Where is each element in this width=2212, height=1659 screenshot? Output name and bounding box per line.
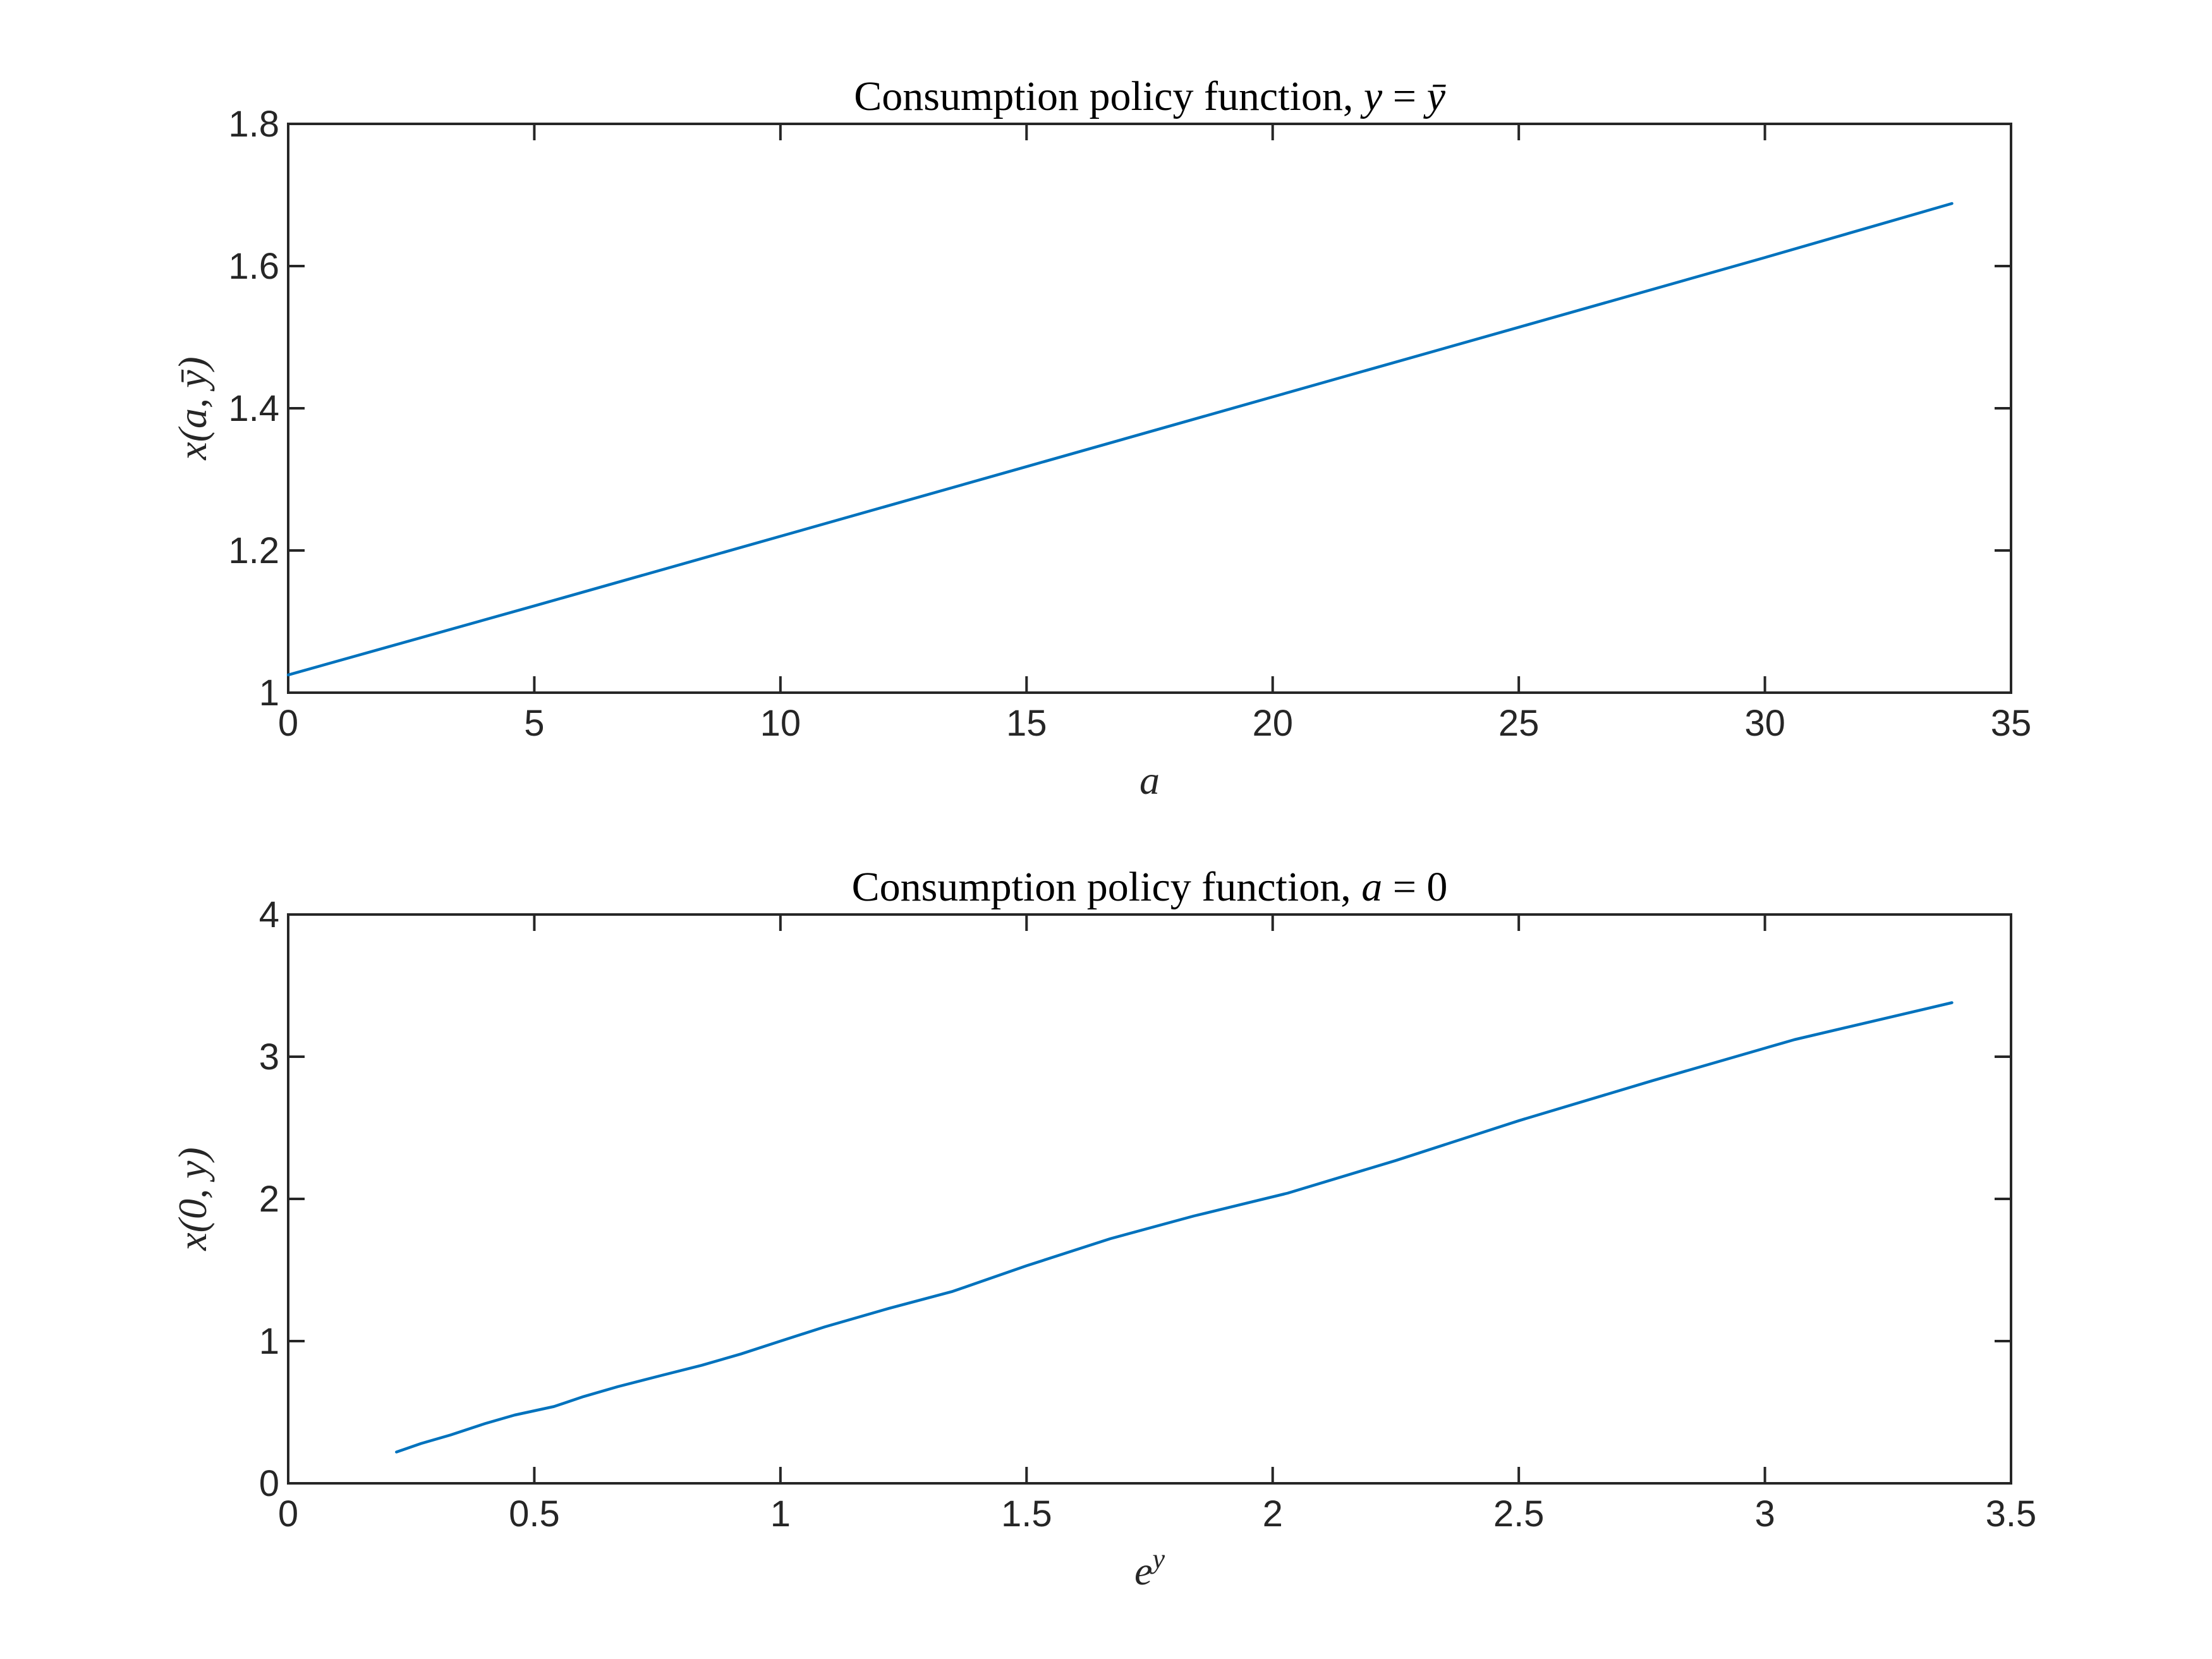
x-tick-label: 0.5 bbox=[509, 1493, 560, 1534]
series-line bbox=[286, 202, 1954, 677]
y-tick-label: 1.6 bbox=[228, 246, 279, 287]
x-tick-label: 0 bbox=[278, 1493, 298, 1534]
x-tick-label: 1.5 bbox=[1001, 1493, 1052, 1534]
x-tick-label: 3 bbox=[1754, 1493, 1775, 1534]
y-tick-label: 4 bbox=[259, 894, 279, 935]
series-line bbox=[395, 1001, 1954, 1454]
title-eq: = bbox=[1382, 73, 1426, 119]
title-eq: = 0 bbox=[1382, 864, 1447, 910]
y-tick-label: 2 bbox=[259, 1179, 279, 1220]
y-tick-label: 1 bbox=[259, 1321, 279, 1362]
x-axis-label: ey bbox=[1134, 1543, 1165, 1593]
y-axis-label: x(a, ȳ) bbox=[170, 356, 215, 460]
x-tick-label: 30 bbox=[1744, 703, 1785, 744]
axes-frame bbox=[287, 913, 2012, 1485]
title-prefix: Consumption policy function, bbox=[854, 73, 1364, 119]
x-label-exponent: y bbox=[1150, 1543, 1165, 1574]
subplot-title: Consumption policy function, a = 0 bbox=[852, 864, 1448, 910]
x-tick-label: 3.5 bbox=[1986, 1493, 2037, 1534]
y-tick-label: 1.4 bbox=[228, 388, 279, 429]
tick-label-group: 0 5 10 15 20 25 30 35 1 1.2 1.4 1.6 1.8 bbox=[228, 104, 2031, 744]
y-tick-label: 1.8 bbox=[228, 104, 279, 145]
y-tick-label: 3 bbox=[259, 1036, 279, 1078]
subplot-title: Consumption policy function, y = ȳ bbox=[854, 73, 1446, 119]
x-tick-label: 1 bbox=[770, 1493, 791, 1534]
title-var: y bbox=[1360, 73, 1383, 119]
x-tick-label: 5 bbox=[524, 703, 544, 744]
y-tick-label: 1.2 bbox=[228, 530, 279, 571]
title-value: ȳ bbox=[1423, 73, 1446, 119]
tick-group bbox=[287, 123, 2012, 694]
x-tick-label: 10 bbox=[760, 703, 801, 744]
subplot-income-policy: Consumption policy function, a = 0 0 0.5 1… bbox=[170, 864, 2036, 1593]
y-tick-label: 1 bbox=[259, 672, 279, 714]
x-tick-label: 2.5 bbox=[1493, 1493, 1545, 1534]
x-tick-label: 20 bbox=[1252, 703, 1293, 744]
tick-group bbox=[287, 913, 2012, 1485]
subplot-asset-policy: Consumption policy function, y = ȳ 0 5 10 1… bbox=[170, 73, 2031, 803]
title-prefix: Consumption policy function, bbox=[852, 864, 1362, 910]
y-axis-label: x(0, y) bbox=[170, 1147, 215, 1251]
y-tick-label: 0 bbox=[259, 1463, 279, 1504]
x-label-base: e bbox=[1134, 1548, 1152, 1593]
x-tick-label: 0 bbox=[278, 703, 298, 744]
tick-label-group: 0 0.5 1 1.5 2 2.5 3 3.5 0 1 2 3 4 bbox=[259, 894, 2037, 1534]
x-tick-label: 15 bbox=[1006, 703, 1047, 744]
axes-frame bbox=[287, 123, 2012, 694]
x-tick-label: 35 bbox=[1991, 703, 2032, 744]
x-tick-label: 25 bbox=[1498, 703, 1540, 744]
x-axis-label: a bbox=[1139, 758, 1160, 803]
x-tick-label: 2 bbox=[1263, 1493, 1283, 1534]
title-var: a bbox=[1361, 864, 1382, 910]
